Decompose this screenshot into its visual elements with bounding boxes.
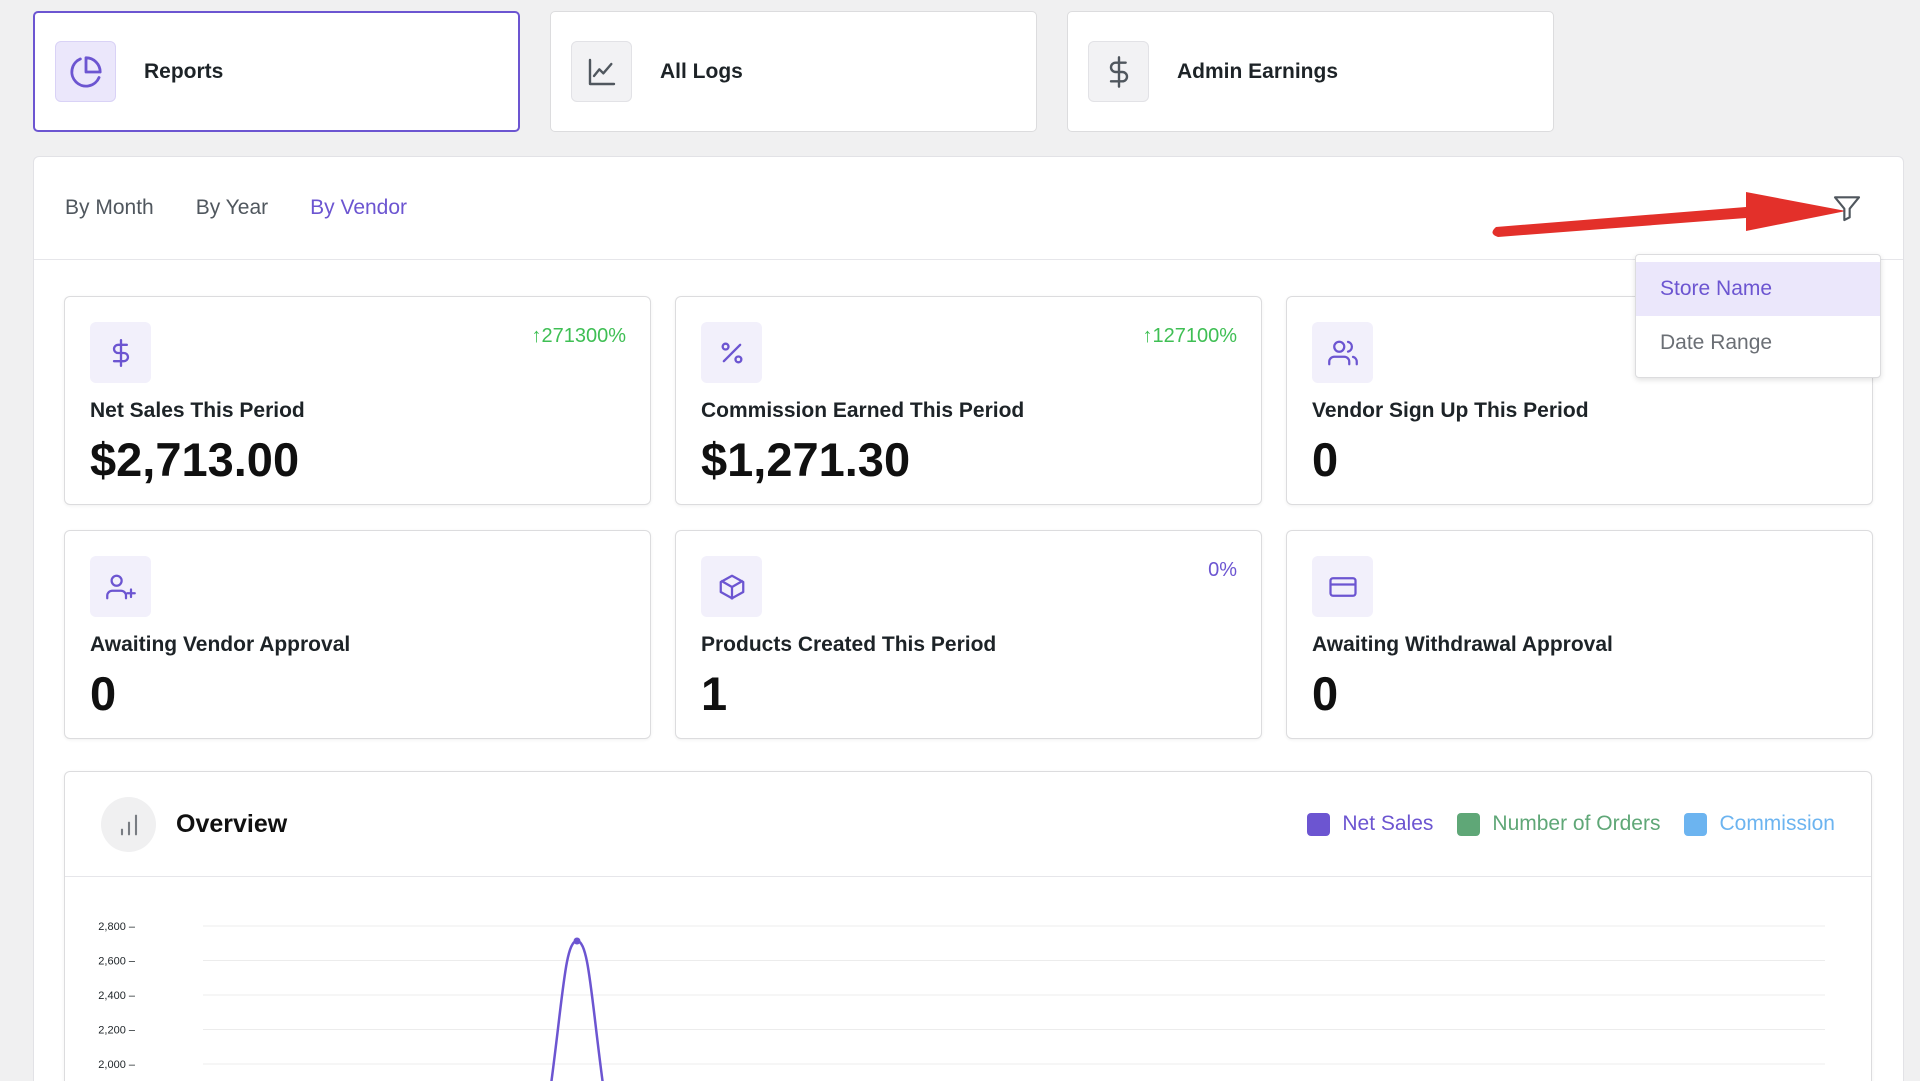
dollar-icon [1088, 41, 1149, 102]
stat-value: $1,271.30 [701, 433, 911, 486]
overview-title: Overview [176, 810, 288, 838]
line-chart-icon [571, 41, 632, 102]
change-value: 271300% [541, 325, 626, 347]
stat-value: 0 [1312, 433, 1339, 486]
period-subnav: By Month By Year By Vendor [34, 157, 1903, 260]
stat-value: $2,713.00 [90, 433, 300, 486]
stat-label: Commission Earned This Period [701, 399, 1025, 422]
stat-label: Awaiting Withdrawal Approval [1312, 633, 1613, 656]
stat-card-awaiting-vendor: Awaiting Vendor Approval 0 [64, 530, 651, 739]
y-tick-label: 2,200 – [98, 1025, 136, 1037]
legend-label: Commission [1719, 812, 1835, 835]
y-tick-label: 2,400 – [98, 990, 136, 1002]
percent-icon [701, 322, 762, 383]
net-sales-point[interactable] [573, 937, 581, 945]
overview-chart-card: Overview Net Sales Number of Orders Comm… [64, 771, 1872, 1081]
users-icon [1312, 322, 1373, 383]
stat-value: 1 [701, 667, 728, 720]
pie-chart-icon [55, 41, 116, 102]
y-tick-label: 2,600 – [98, 956, 136, 968]
legend-label: Number of Orders [1492, 812, 1661, 835]
legend-number-of-orders[interactable]: Number of Orders [1457, 812, 1660, 836]
tab-label: All Logs [660, 59, 743, 83]
legend-label: Net Sales [1342, 812, 1434, 835]
legend-swatch [1307, 812, 1331, 836]
filter-button[interactable] [1831, 192, 1863, 229]
tab-admin-earnings[interactable]: Admin Earnings [1067, 11, 1554, 132]
change-value: 0% [1208, 559, 1237, 581]
stat-card-products-created: 0% Products Created This Period 1 [675, 530, 1262, 739]
stat-value: 0 [1312, 667, 1339, 720]
legend-swatch [1457, 812, 1481, 836]
change-indicator: ↑127100% [1142, 325, 1237, 348]
stat-label: Net Sales This Period [90, 399, 305, 422]
stat-value: 0 [90, 667, 117, 720]
net-sales-line [550, 939, 604, 1081]
legend-swatch [1684, 812, 1708, 836]
tab-all-logs[interactable]: All Logs [550, 11, 1037, 132]
annotation-arrow [1492, 192, 1846, 237]
chart-legend: Net Sales Number of Orders Commission [1307, 812, 1835, 836]
credit-card-icon [1312, 556, 1373, 617]
stat-label: Vendor Sign Up This Period [1312, 399, 1589, 422]
report-tabs: Reports All Logs Admin Earnings [33, 11, 1554, 132]
stat-label: Products Created This Period [701, 633, 997, 656]
tab-label: Admin Earnings [1177, 59, 1339, 83]
subnav-by-year[interactable]: By Year [195, 196, 269, 219]
overview-header: Overview Net Sales Number of Orders Comm… [65, 772, 1871, 877]
filter-option-store-name[interactable]: Store Name [1636, 262, 1880, 316]
arrow-up-icon: ↑ [531, 325, 542, 347]
subnav-by-month[interactable]: By Month [65, 196, 154, 219]
legend-net-sales[interactable]: Net Sales [1307, 812, 1433, 836]
stat-card-net-sales: ↑271300% Net Sales This Period $2,713.00 [64, 296, 651, 505]
stat-card-awaiting-withdrawal: Awaiting Withdrawal Approval 0 [1286, 530, 1873, 739]
overview-chart: 2,800 – 2,600 – 2,400 – 2,200 – 2,000 – [98, 921, 1825, 1081]
tab-label: Reports [144, 59, 224, 83]
arrow-up-icon: ↑ [1142, 325, 1153, 347]
filter-dropdown: Store Name Date Range [1635, 254, 1881, 378]
stat-card-commission: ↑127100% Commission Earned This Period $… [675, 296, 1262, 505]
y-tick-label: 2,000 – [98, 1059, 136, 1071]
change-value: 127100% [1152, 325, 1237, 347]
y-tick-label: 2,800 – [98, 921, 136, 933]
dollar-icon [90, 322, 151, 383]
subnav-by-vendor[interactable]: By Vendor [310, 196, 408, 219]
bar-chart-icon [101, 797, 156, 852]
change-indicator: ↑271300% [531, 325, 626, 348]
user-plus-icon [90, 556, 151, 617]
stat-label: Awaiting Vendor Approval [90, 633, 351, 656]
legend-commission[interactable]: Commission [1684, 812, 1835, 836]
box-icon [701, 556, 762, 617]
tab-reports[interactable]: Reports [33, 11, 520, 132]
filter-option-date-range[interactable]: Date Range [1660, 331, 1773, 354]
filter-icon [1831, 196, 1863, 228]
